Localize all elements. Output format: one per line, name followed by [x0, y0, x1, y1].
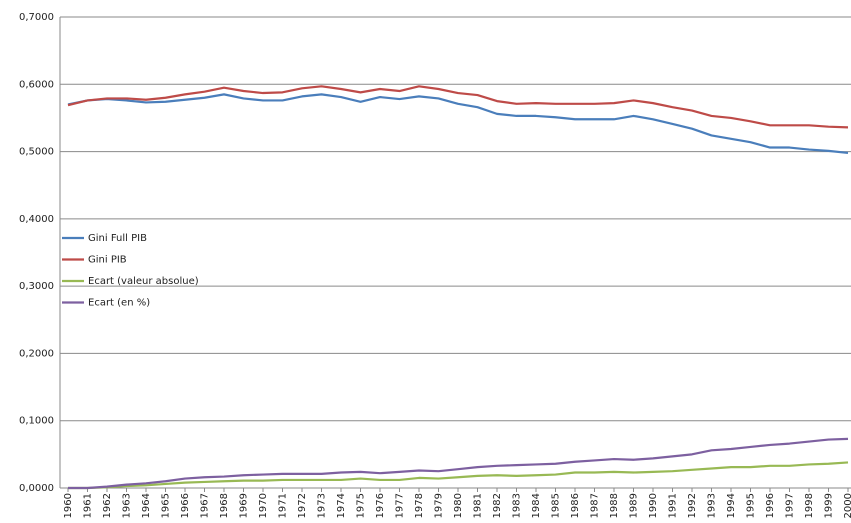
legend-label: Ecart (valeur absolue) [88, 276, 199, 287]
legend-label: Gini PIB [88, 255, 127, 266]
y-tick-label: 0,1000 [19, 416, 54, 427]
x-tick-label: 1988 [609, 493, 620, 518]
series-line [67, 85, 849, 129]
x-tick-label: 1984 [531, 493, 542, 518]
x-tick-label: 1970 [258, 493, 269, 518]
x-tick-label: 1961 [83, 493, 94, 518]
x-tick-label: 1971 [278, 493, 289, 518]
y-tick-label: 0,0000 [19, 483, 54, 494]
y-tick-label: 0,6000 [19, 79, 54, 90]
x-tick-label: 1963 [122, 493, 133, 518]
y-tick-label: 0,5000 [19, 147, 54, 158]
x-tick-label: 1991 [668, 493, 679, 518]
x-tick-label: 1989 [629, 493, 640, 518]
x-tick-label: 1981 [473, 493, 484, 518]
x-tick-label: 1962 [102, 493, 113, 518]
x-tick-label: 1977 [395, 493, 406, 518]
x-tick-label: 1976 [375, 493, 386, 518]
y-tick-label: 0,2000 [19, 348, 54, 359]
x-tick-label: 1992 [687, 493, 698, 518]
x-tick-label: 1990 [648, 493, 659, 518]
x-tick-label: 1994 [726, 493, 737, 518]
x-tick-label: 1965 [161, 493, 172, 518]
y-tick-label: 0,7000 [19, 12, 54, 23]
x-tick-label: 1972 [297, 493, 308, 518]
x-tick-label: 2000 [843, 493, 851, 518]
series-line [68, 461, 849, 490]
legend-label: Gini Full PIB [88, 233, 147, 244]
x-tick-label: 1987 [590, 493, 601, 518]
x-tick-label: 1969 [239, 493, 250, 518]
x-tick-label: 1993 [707, 493, 718, 518]
x-tick-label: 1973 [317, 493, 328, 518]
legend-label: Ecart (en %) [88, 298, 150, 309]
x-tick-label: 1995 [746, 493, 757, 518]
x-tick-label: 1998 [804, 493, 815, 518]
x-tick-label: 1979 [434, 493, 445, 518]
x-tick-label: 1966 [180, 493, 191, 518]
series-line [68, 437, 849, 490]
x-tick-label: 1999 [824, 493, 835, 518]
x-tick-label: 1983 [512, 493, 523, 518]
x-tick-label: 1978 [414, 493, 425, 518]
x-tick-label: 1996 [765, 493, 776, 518]
x-tick-label: 1967 [200, 493, 211, 518]
x-tick-label: 1982 [492, 493, 503, 518]
x-tick-label: 1974 [336, 493, 347, 518]
y-tick-label: 0,3000 [19, 281, 54, 292]
x-tick-label: 1975 [356, 493, 367, 518]
x-tick-label: 1985 [551, 493, 562, 518]
y-tick-label: 0,4000 [19, 214, 54, 225]
x-tick-label: 1986 [570, 493, 581, 518]
x-tick-label: 1968 [219, 493, 230, 518]
x-tick-label: 1964 [141, 493, 152, 518]
series-line [67, 93, 849, 155]
x-tick-label: 1960 [63, 493, 74, 518]
x-tick-label: 1980 [453, 493, 464, 518]
x-tick-label: 1997 [785, 493, 796, 518]
